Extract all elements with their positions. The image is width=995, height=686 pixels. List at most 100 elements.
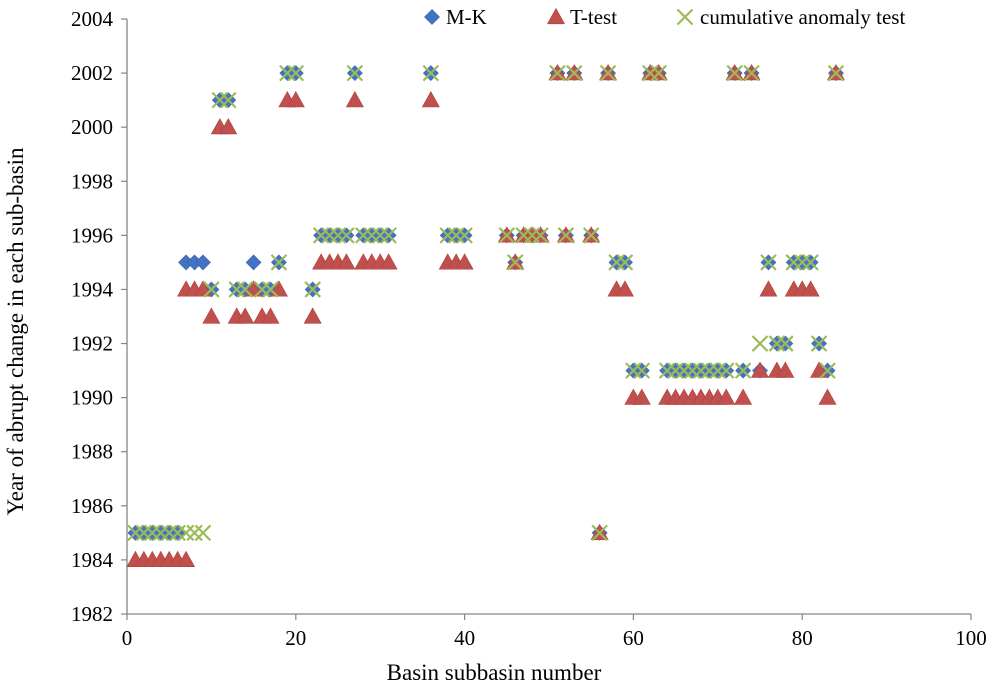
y-tick-label: 1986 <box>71 494 113 518</box>
legend-marker-mk <box>424 9 440 25</box>
data-point <box>506 254 524 271</box>
data-point <box>439 227 456 244</box>
data-point <box>379 253 398 270</box>
data-point <box>186 524 203 542</box>
data-point <box>160 524 178 542</box>
legend-label-mk: M-K <box>446 5 487 29</box>
data-point <box>591 524 608 542</box>
data-point <box>498 227 516 244</box>
data-point <box>726 64 743 82</box>
data-point <box>717 388 736 405</box>
x-tick-label: 80 <box>792 626 813 650</box>
legend-item-cumulative-anomaly: cumulative anomaly test <box>676 5 905 29</box>
series-0 <box>127 65 844 541</box>
data-point <box>338 227 355 244</box>
data-point <box>135 524 153 542</box>
data-point <box>818 388 837 405</box>
axes <box>126 19 971 615</box>
data-point <box>557 227 575 244</box>
data-point <box>236 307 255 324</box>
data-point <box>421 91 440 108</box>
y-tick-label: 1990 <box>71 386 113 410</box>
data-point <box>801 280 820 297</box>
y-tick-label: 1982 <box>71 602 113 626</box>
data-point <box>650 64 667 82</box>
data-point <box>337 253 356 270</box>
data-point <box>615 280 634 297</box>
data-point <box>303 307 322 324</box>
legend-label-cumulative-anomaly: cumulative anomaly test <box>700 5 905 29</box>
data-point <box>616 254 634 271</box>
data-point <box>245 254 262 271</box>
data-point <box>202 307 221 324</box>
data-point <box>346 64 364 82</box>
data-point <box>355 227 372 244</box>
data-point <box>211 91 229 109</box>
data-point <box>633 362 651 379</box>
data-point <box>768 335 786 352</box>
data-points <box>126 63 845 568</box>
data-point <box>658 362 676 379</box>
data-point <box>279 64 296 82</box>
data-point <box>549 64 566 82</box>
data-point <box>169 524 186 542</box>
data-point <box>734 362 752 379</box>
legend-marker-shape <box>546 7 566 25</box>
data-point <box>220 91 237 109</box>
data-point <box>701 362 718 379</box>
data-point <box>261 307 280 324</box>
data-point <box>152 524 170 542</box>
y-tick-label: 1998 <box>71 169 113 193</box>
data-point <box>751 335 769 352</box>
data-point <box>515 227 532 244</box>
data-point <box>566 64 583 82</box>
data-point <box>177 550 196 568</box>
data-point <box>599 64 617 82</box>
series-2 <box>127 64 845 542</box>
data-point <box>312 227 330 244</box>
data-point <box>750 361 770 378</box>
legend-marker-cumulative-anomaly <box>676 8 694 26</box>
data-point <box>270 254 288 271</box>
data-point <box>793 254 811 271</box>
y-tick-label: 2004 <box>71 7 114 31</box>
data-point <box>776 361 795 378</box>
data-point <box>582 227 600 244</box>
legend: M-K T-test cumulative anomaly test <box>424 5 905 29</box>
data-point <box>709 362 727 379</box>
data-point <box>759 280 778 297</box>
data-point <box>422 64 440 82</box>
legend-label-t-test: T-test <box>570 5 617 29</box>
data-point <box>760 254 777 271</box>
data-point <box>632 388 651 405</box>
data-point <box>642 64 659 82</box>
y-tick-label: 1994 <box>71 277 114 301</box>
data-point <box>304 281 321 298</box>
data-point <box>287 64 305 82</box>
data-point <box>532 227 549 244</box>
legend-marker-t-test <box>546 7 566 25</box>
data-point <box>195 254 211 271</box>
y-axis-title: Year of abrupt change in each sub-basin <box>3 147 28 516</box>
data-point <box>177 524 195 542</box>
series-1 <box>126 63 845 568</box>
data-point <box>692 362 710 379</box>
data-point <box>219 118 238 135</box>
data-point <box>819 362 836 379</box>
data-point <box>743 64 760 82</box>
x-tick-label: 60 <box>623 626 644 650</box>
data-point <box>667 362 684 379</box>
data-point <box>785 254 803 271</box>
x-tick-label: 40 <box>454 626 475 650</box>
x-tick-label: 0 <box>122 626 133 650</box>
data-point <box>253 281 271 298</box>
x-axis-ticks: 0 20 40 60 80 100 <box>122 614 987 650</box>
data-point <box>329 227 347 244</box>
data-point <box>777 335 794 352</box>
y-tick-label: 2002 <box>71 61 113 85</box>
data-point <box>144 524 161 542</box>
y-tick-label: 1992 <box>71 332 113 356</box>
data-point <box>827 64 845 82</box>
data-point <box>380 227 397 244</box>
